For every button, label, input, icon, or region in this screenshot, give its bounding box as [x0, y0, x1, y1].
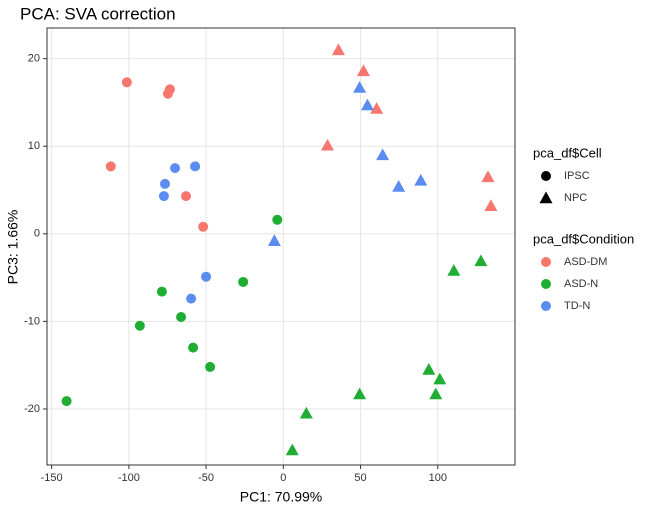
data-point	[162, 88, 173, 99]
legend-label: ASD-DM	[564, 256, 607, 268]
legend-key	[541, 171, 551, 181]
data-point	[176, 311, 187, 322]
legend-label: IPSC	[564, 170, 590, 182]
data-point	[238, 276, 249, 287]
x-tick-label: 0	[280, 472, 286, 484]
data-point	[158, 191, 169, 202]
y-tick-label: 10	[28, 140, 40, 152]
data-point	[433, 372, 447, 385]
data-point	[474, 254, 488, 267]
legend-key	[541, 279, 551, 289]
legend-label: NPC	[564, 192, 587, 204]
data-point	[156, 286, 167, 297]
data-point	[320, 138, 334, 151]
plot-background	[47, 28, 515, 465]
data-point	[205, 361, 216, 372]
chart-title: PCA: SVA correction	[20, 4, 176, 23]
plot-border	[46, 27, 516, 466]
x-tick-label: -100	[118, 472, 140, 484]
data-point	[370, 102, 384, 114]
legend-title: pca_df$Condition	[533, 231, 634, 246]
data-point	[422, 363, 436, 375]
data-point	[272, 214, 283, 225]
x-tick-label: 50	[354, 472, 366, 484]
data-point	[331, 43, 345, 56]
data-point	[299, 406, 313, 419]
x-tick-label: 100	[429, 472, 447, 484]
data-point	[285, 443, 299, 456]
data-point	[201, 271, 212, 282]
legend-key	[541, 301, 551, 311]
data-point	[105, 161, 116, 172]
data-point	[353, 387, 367, 400]
data-point	[376, 148, 390, 161]
data-point	[392, 180, 406, 192]
data-point	[353, 81, 367, 93]
data-point	[414, 173, 428, 186]
legend-label: ASD-N	[564, 278, 598, 290]
data-point	[170, 163, 181, 174]
x-tick-label: -50	[198, 472, 214, 484]
data-point	[267, 234, 281, 247]
legend-key	[541, 257, 551, 267]
data-point	[186, 293, 197, 304]
data-point	[121, 77, 132, 88]
y-axis-label: PC3: 1.66%	[5, 210, 21, 285]
x-tick-label: -150	[41, 472, 63, 484]
data-point	[360, 98, 374, 111]
data-point	[61, 396, 72, 407]
data-point	[198, 221, 209, 232]
data-point	[160, 178, 171, 189]
data-point	[484, 199, 498, 211]
data-point	[429, 387, 443, 400]
legend-key	[539, 191, 553, 204]
y-tick-label: -20	[24, 403, 40, 415]
legend-title: pca_df$Cell	[533, 145, 602, 160]
legend-label: TD-N	[564, 300, 590, 312]
data-point	[356, 64, 370, 77]
data-point	[181, 191, 192, 202]
y-tick-label: 20	[28, 53, 40, 65]
y-tick-label: 0	[34, 228, 40, 240]
x-axis-label: PC1: 70.99%	[240, 489, 323, 505]
y-tick-label: -10	[24, 315, 40, 327]
data-point	[481, 170, 495, 183]
data-point	[134, 320, 145, 331]
data-point	[447, 264, 461, 276]
data-point	[190, 161, 201, 172]
data-point	[188, 342, 199, 353]
